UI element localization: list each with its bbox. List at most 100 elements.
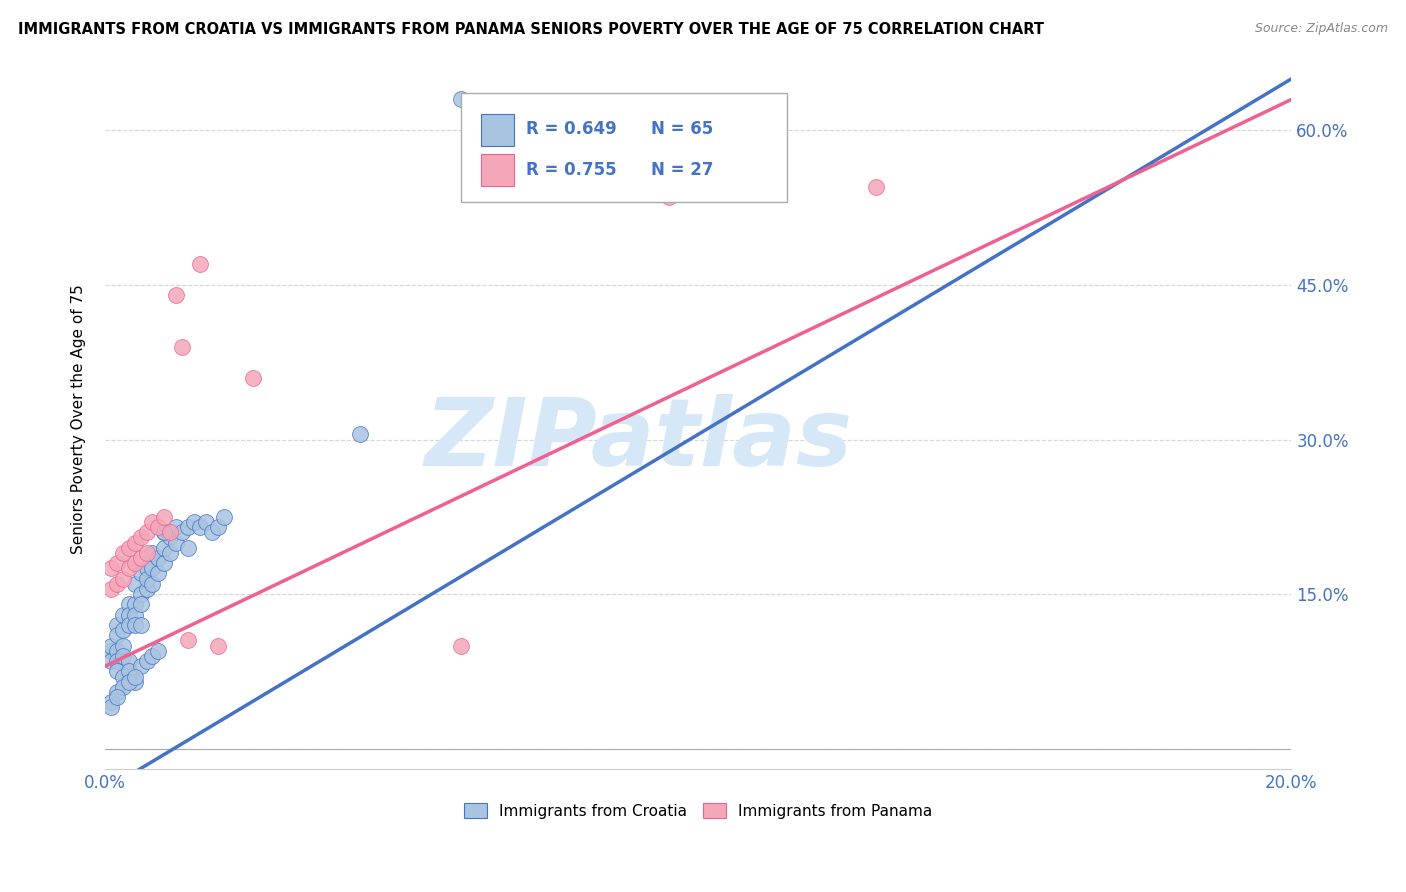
Point	[450, 92, 472, 106]
Point	[183, 515, 205, 529]
Point	[118, 561, 141, 575]
Point	[141, 648, 163, 663]
Point	[349, 427, 371, 442]
Point	[153, 525, 176, 540]
Point	[124, 535, 146, 549]
Point	[188, 257, 211, 271]
Point	[124, 607, 146, 622]
Point	[242, 370, 264, 384]
FancyBboxPatch shape	[461, 93, 787, 202]
Point	[153, 556, 176, 570]
Text: R = 0.649: R = 0.649	[526, 120, 617, 138]
Point	[153, 509, 176, 524]
Point	[124, 556, 146, 570]
Bar	[481, 154, 515, 186]
Legend: Immigrants from Croatia, Immigrants from Panama: Immigrants from Croatia, Immigrants from…	[458, 797, 938, 825]
Text: IMMIGRANTS FROM CROATIA VS IMMIGRANTS FROM PANAMA SENIORS POVERTY OVER THE AGE O: IMMIGRANTS FROM CROATIA VS IMMIGRANTS FR…	[18, 22, 1045, 37]
Text: N = 65: N = 65	[651, 120, 713, 138]
Point	[105, 628, 128, 642]
Point	[124, 598, 146, 612]
Point	[100, 561, 122, 575]
Point	[124, 576, 146, 591]
Point	[111, 607, 134, 622]
Point	[135, 546, 157, 560]
Point	[201, 525, 224, 540]
Text: ZIPatlas: ZIPatlas	[425, 394, 853, 486]
Text: R = 0.755: R = 0.755	[526, 161, 617, 179]
Point	[135, 654, 157, 668]
Point	[111, 623, 134, 637]
Point	[135, 572, 157, 586]
Point	[129, 659, 152, 673]
Point	[153, 525, 176, 540]
Point	[129, 530, 152, 544]
Point	[148, 644, 170, 658]
Point	[105, 685, 128, 699]
Point	[658, 190, 681, 204]
Point	[118, 607, 141, 622]
Point	[141, 515, 163, 529]
Point	[100, 695, 122, 709]
Point	[135, 561, 157, 575]
Point	[111, 680, 134, 694]
Point	[118, 598, 141, 612]
Point	[177, 541, 200, 555]
Point	[129, 551, 152, 566]
Point	[105, 654, 128, 668]
Point	[100, 644, 122, 658]
Point	[100, 582, 122, 596]
Point	[129, 566, 152, 581]
Point	[129, 598, 152, 612]
Point	[105, 644, 128, 658]
Point	[129, 587, 152, 601]
Point	[118, 654, 141, 668]
Point	[159, 525, 181, 540]
Point	[141, 576, 163, 591]
Point	[111, 546, 134, 560]
Point	[141, 561, 163, 575]
Point	[450, 639, 472, 653]
Y-axis label: Seniors Poverty Over the Age of 75: Seniors Poverty Over the Age of 75	[72, 284, 86, 554]
Point	[165, 535, 187, 549]
Point	[105, 556, 128, 570]
Point	[111, 639, 134, 653]
Point	[207, 520, 229, 534]
Point	[111, 572, 134, 586]
Point	[172, 340, 194, 354]
Point	[100, 654, 122, 668]
Text: N = 27: N = 27	[651, 161, 713, 179]
Point	[111, 648, 134, 663]
Point	[165, 288, 187, 302]
Point	[159, 530, 181, 544]
Point	[172, 525, 194, 540]
Point	[159, 546, 181, 560]
Point	[100, 700, 122, 714]
Point	[100, 639, 122, 653]
Point	[153, 541, 176, 555]
Point	[212, 509, 235, 524]
Point	[105, 690, 128, 705]
Bar	[481, 114, 515, 145]
Point	[135, 525, 157, 540]
Point	[118, 618, 141, 632]
Text: Source: ZipAtlas.com: Source: ZipAtlas.com	[1254, 22, 1388, 36]
Point	[165, 520, 187, 534]
Point	[207, 639, 229, 653]
Point	[865, 180, 887, 194]
Point	[177, 520, 200, 534]
Point	[194, 515, 217, 529]
Point	[124, 674, 146, 689]
Point	[124, 618, 146, 632]
Point	[148, 520, 170, 534]
Point	[111, 669, 134, 683]
Point	[129, 618, 152, 632]
Point	[148, 551, 170, 566]
Point	[118, 674, 141, 689]
Point	[118, 541, 141, 555]
Point	[177, 633, 200, 648]
Point	[124, 669, 146, 683]
Point	[105, 665, 128, 679]
Point	[135, 582, 157, 596]
Point	[105, 576, 128, 591]
Point	[148, 566, 170, 581]
